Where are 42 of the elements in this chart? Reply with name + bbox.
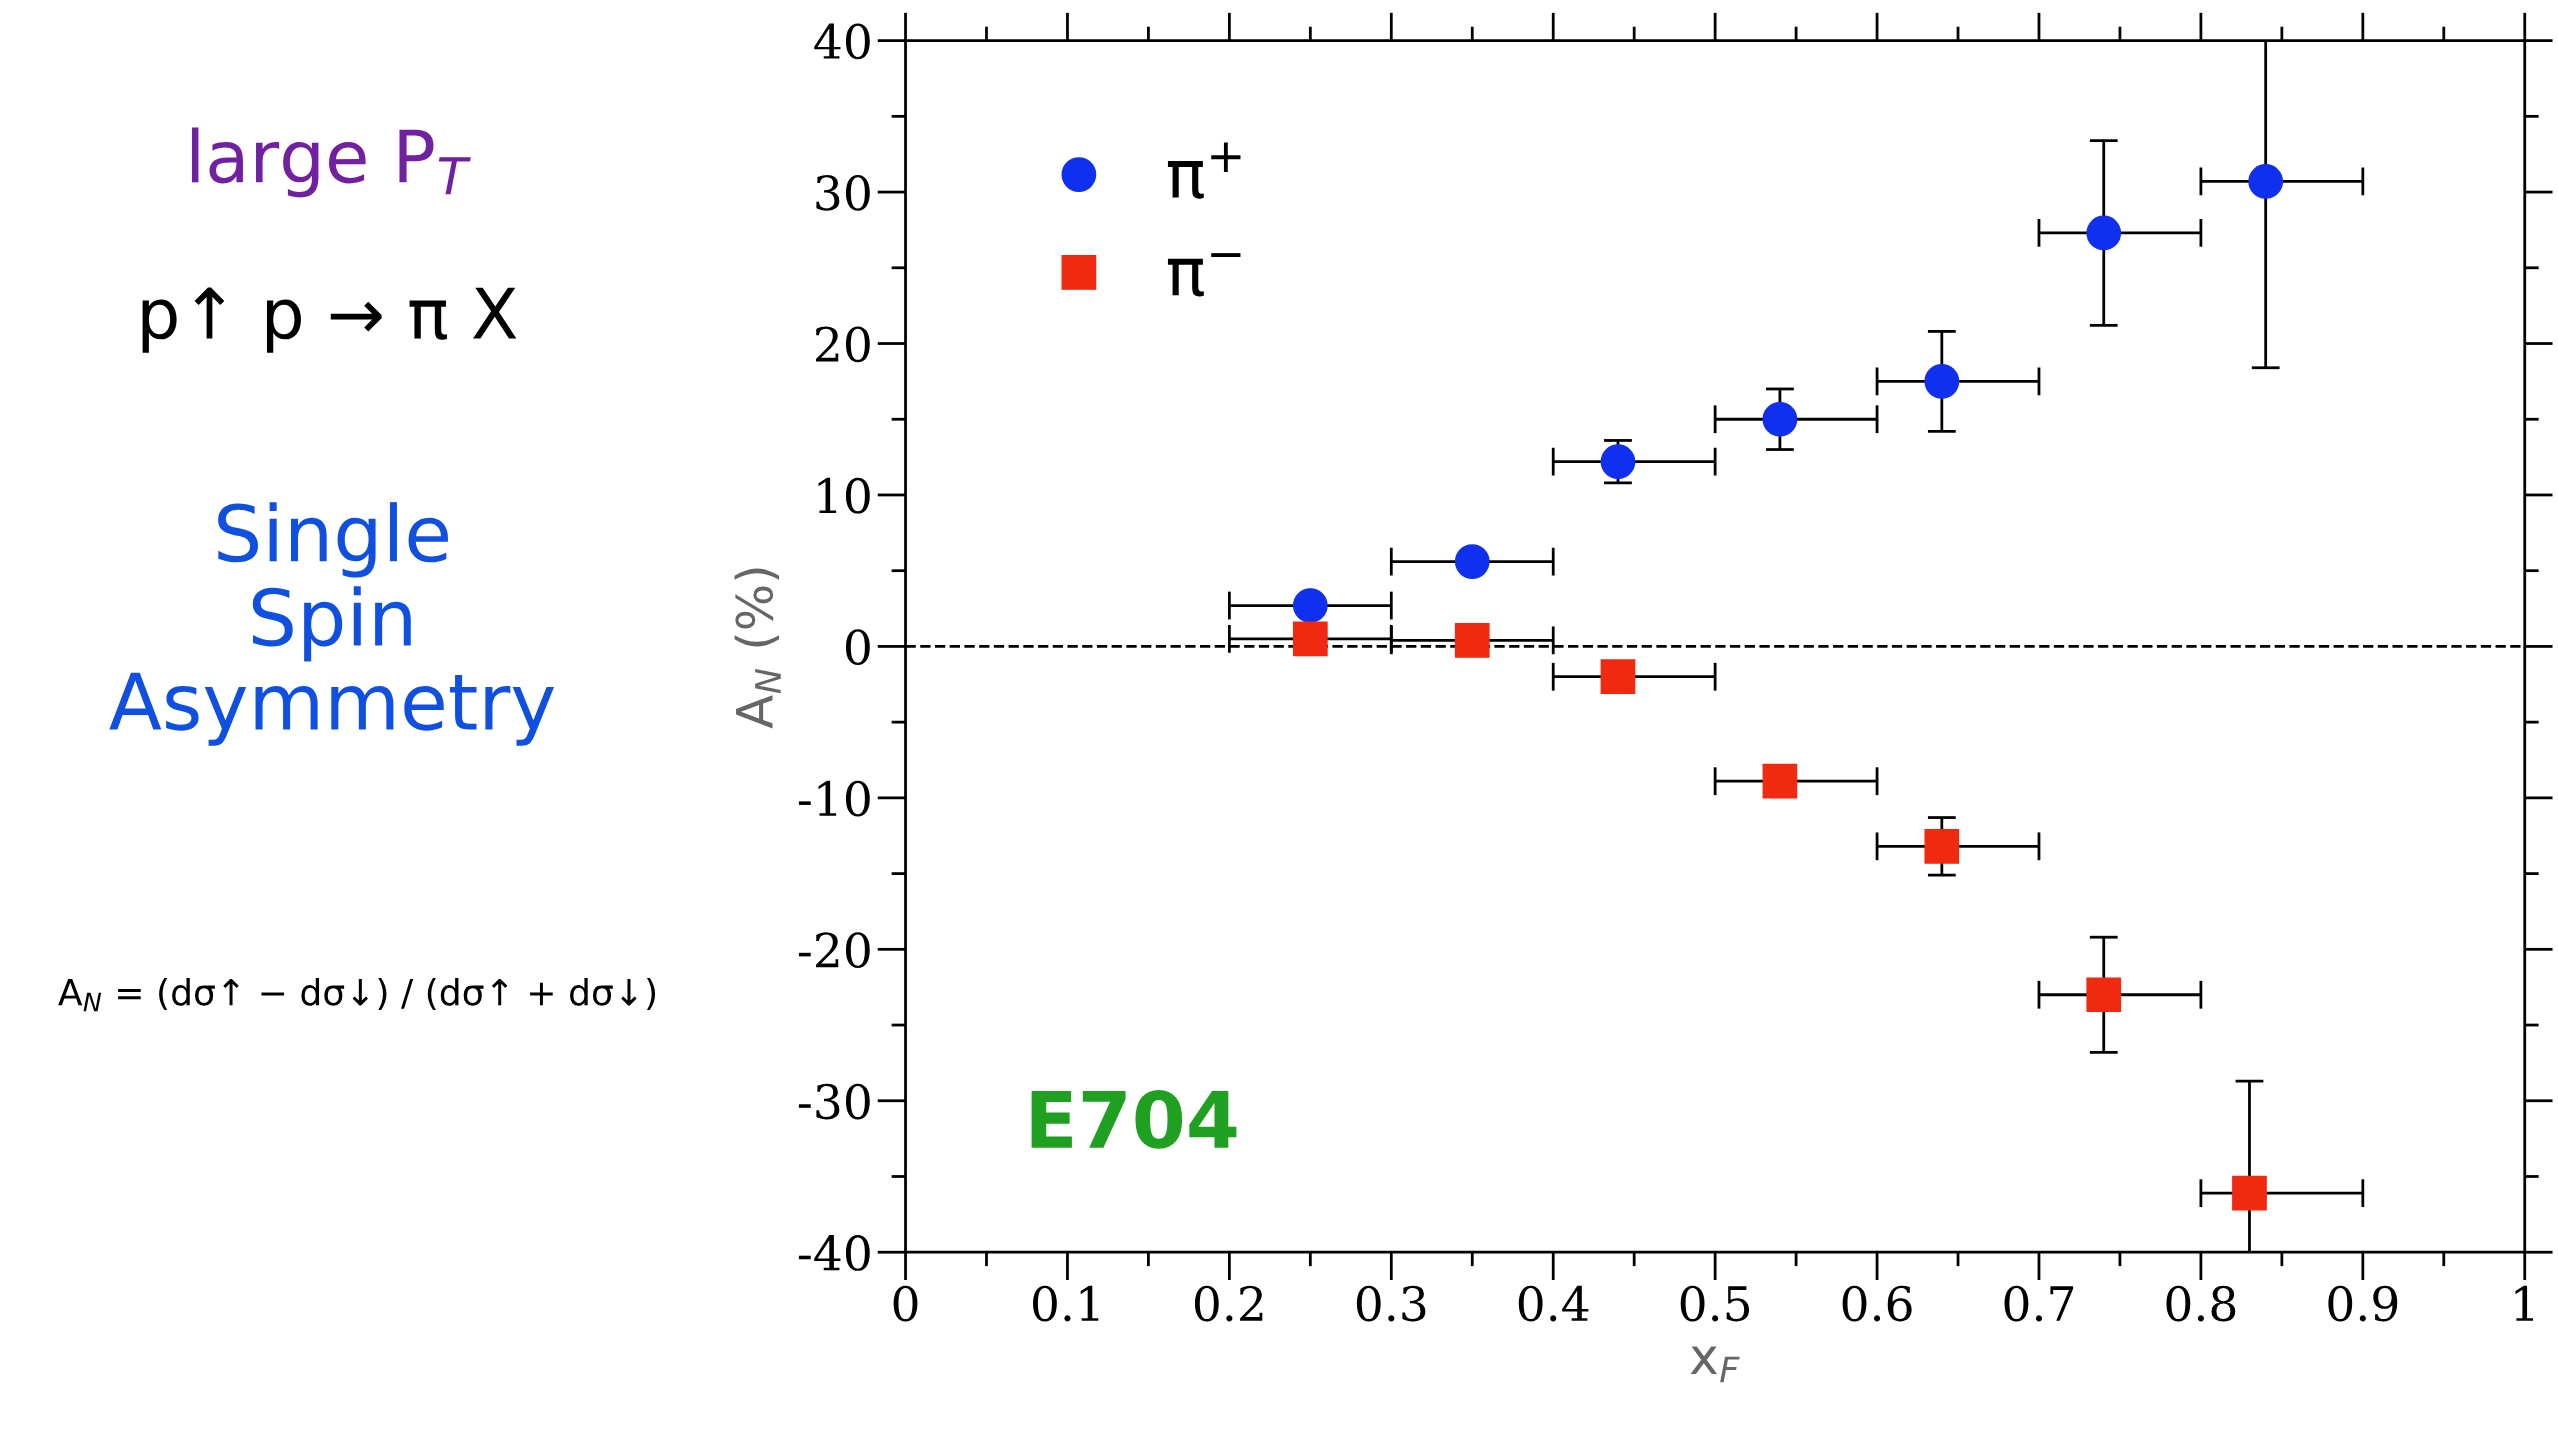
x-tick-label: 0.8 [2166, 1285, 2236, 1322]
point [1762, 763, 1798, 799]
point [1292, 621, 1328, 657]
y-tick-label: -30 [798, 1083, 870, 1120]
point [1454, 544, 1490, 579]
x-tick-label: 0.9 [2328, 1285, 2398, 1322]
y-tick-label: 0 [845, 629, 870, 666]
y-axis-title: A$_{N}$ (%) [734, 568, 781, 729]
y-tick-label: 40 [814, 23, 870, 60]
legend-label: π$^{+}$ [1167, 142, 1241, 199]
y-tick-label: 30 [816, 174, 870, 211]
x-tick-label: 0.6 [1842, 1285, 1912, 1322]
text: A$_{N}$ = (dσ↑ − dσ↓) / (dσ↑ + dσ↓) [58, 977, 656, 1012]
text: Single Spin Asymmetry [109, 502, 555, 746]
x-tick-label: 0.2 [1194, 1285, 1263, 1322]
point [2086, 215, 2122, 251]
point [1454, 623, 1490, 658]
point [1600, 659, 1636, 695]
y-tick-label: -10 [798, 780, 870, 817]
x-tick-label: 0.5 [1680, 1285, 1750, 1322]
x-tick-label: 1 [2515, 1285, 2534, 1321]
point [1292, 588, 1328, 623]
x-tick-label: 0.1 [1033, 1285, 1099, 1322]
y-tick-label: -20 [798, 932, 870, 968]
y-tick-label: 10 [818, 477, 870, 514]
x-tick-label: 0.7 [2004, 1285, 2074, 1322]
text: p↑ p → π X [142, 287, 517, 353]
x-tick-label: 0 [893, 1285, 918, 1322]
text: large P$_{T}$ [191, 127, 471, 198]
point [2086, 977, 2122, 1013]
annotation: E704 [1031, 1089, 1237, 1149]
y-tick-label: -40 [798, 1235, 870, 1271]
x-tick-label: 0.3 [1356, 1285, 1426, 1322]
point [1924, 828, 1960, 864]
point [1762, 401, 1798, 437]
point [2248, 164, 2284, 199]
point [1924, 364, 1960, 399]
x-axis-title: x$_{F}$ [1690, 1346, 1740, 1383]
y-tick-label: 20 [816, 326, 870, 363]
x-tick-label: 0.4 [1518, 1285, 1589, 1322]
point [2232, 1175, 2267, 1211]
legend-label: π$^{−}$ [1167, 253, 1241, 297]
